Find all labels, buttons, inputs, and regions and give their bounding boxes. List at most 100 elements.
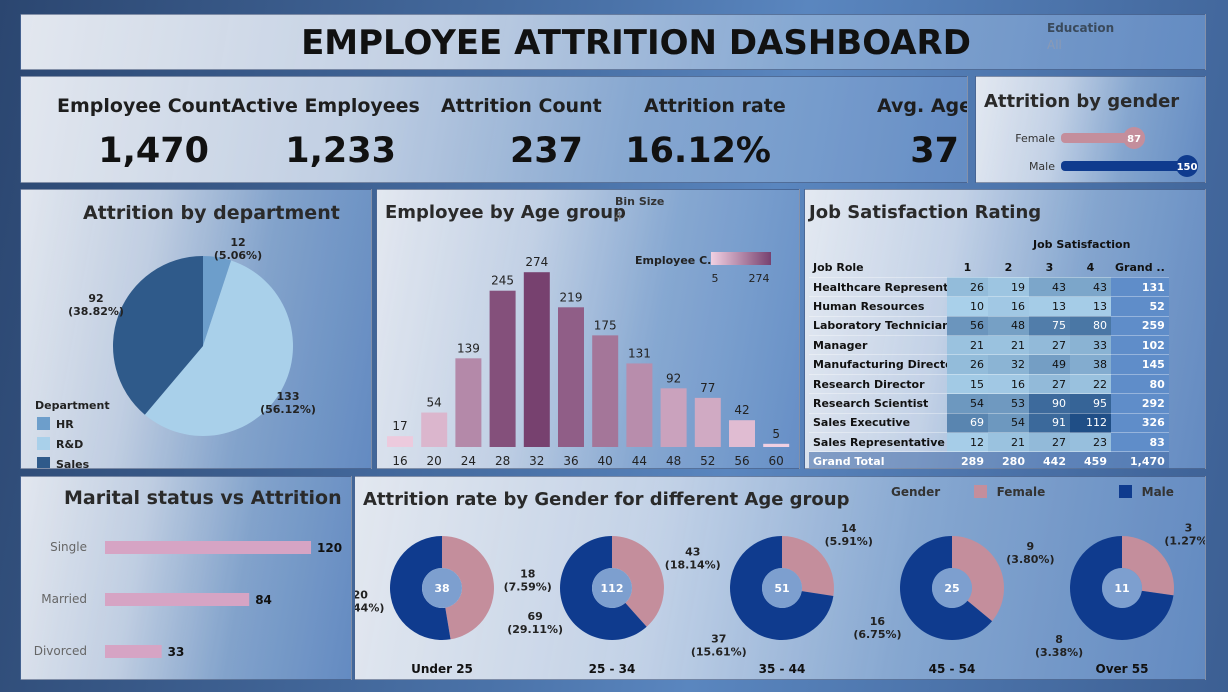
table-row: Research Scientist 54 53 90 95 292	[809, 393, 1169, 414]
donut-5-total: 11	[1114, 582, 1129, 595]
donut-3-age-label: 35 - 44	[759, 662, 806, 676]
donut-5-female-label-line1: 3	[1185, 522, 1193, 535]
satisfaction-cell: 21	[988, 432, 1029, 453]
age-bar-value-16: 17	[392, 419, 407, 433]
row-total-cell: 52	[1111, 296, 1169, 317]
satisfaction-cell: 90	[1029, 393, 1070, 414]
age-bar-44	[626, 363, 653, 447]
satisfaction-cell: 21	[947, 335, 988, 356]
age-bar-56	[729, 420, 755, 447]
satisfaction-cell: 13	[1070, 296, 1111, 317]
table-row: Laboratory Technician 56 48 75 80 259	[809, 316, 1169, 337]
satisfaction-cell: 75	[1029, 316, 1070, 337]
satisfaction-cell: 43	[1070, 277, 1111, 298]
donut-3-female-slice	[782, 536, 834, 596]
gender-chart-title: Attrition by gender	[984, 91, 1180, 112]
age-bar-52	[694, 397, 721, 447]
department-slice-rd	[144, 260, 293, 436]
donut-4-age-label: 45 - 54	[929, 662, 976, 676]
department-slice-sales	[112, 256, 203, 415]
marital-value-divorced: 33	[168, 645, 185, 659]
age-tick-32: 32	[529, 454, 544, 468]
gender-age-panel: Attrition rate by Gender for different A…	[354, 476, 1206, 680]
female-legend-swatch	[974, 485, 988, 498]
bin-size-control[interactable]: Bin Size 4	[615, 195, 664, 223]
age-bar-28	[489, 290, 516, 447]
donut-5-female-slice	[1122, 536, 1174, 596]
donut-1-male-label-line1: 20	[355, 588, 368, 601]
satisfaction-cell: 12	[947, 432, 988, 453]
satisfaction-cell: 56	[947, 316, 988, 337]
satisfaction-cell: 13	[1029, 296, 1070, 317]
gender-bar-cap-male	[1176, 155, 1198, 177]
satisfaction-cell: 27	[1029, 374, 1070, 395]
attrition-rate-value: 16.12%	[625, 131, 771, 171]
attrition-by-department-panel: Attrition by department 12 (5.06%) 133 (56.…	[20, 189, 372, 469]
grand-total-header: Grand ..	[1111, 258, 1169, 278]
kpi-panel: Employee Count 1,470 Active Employees 1,…	[20, 76, 968, 183]
row-total-cell: 292	[1111, 393, 1169, 414]
donut-2-male-slice	[560, 536, 647, 640]
row-total-cell: 259	[1111, 316, 1169, 337]
donut-4-female-slice	[952, 536, 1005, 622]
donut-5-male-label-line2: (3.38%)	[1035, 646, 1083, 659]
age-tick-40: 40	[598, 454, 613, 468]
donut-1-male-slice	[390, 536, 451, 640]
department-legend-swatch-rd	[37, 437, 50, 450]
donut-1-female-slice	[442, 536, 494, 640]
age-tick-16: 16	[392, 454, 407, 468]
job-role-header: Job Role	[809, 258, 947, 278]
table-row: Sales Representative 12 21 27 23 83	[809, 432, 1169, 453]
donut-4-female-label-line2: (3.80%)	[1006, 553, 1054, 566]
education-filter-label: Education	[1047, 21, 1115, 35]
marital-chart-title: Marital status vs Attrition	[64, 487, 342, 509]
active-employees-label: Active Employees	[231, 95, 420, 117]
donut-3-male-slice	[730, 536, 834, 640]
age-bar-40	[592, 335, 619, 447]
table-row: Research Director 15 16 27 22 80	[809, 374, 1169, 395]
satisfaction-cell: 15	[947, 374, 988, 395]
donut-4-male-slice	[900, 536, 993, 640]
department-legend-label-hr: HR	[56, 418, 74, 431]
department-label-hr-line1: 12	[230, 236, 245, 249]
department-legend-swatch-sales	[37, 457, 50, 468]
age-bar-value-36: 219	[560, 290, 583, 304]
age-bar-value-52: 77	[700, 381, 715, 395]
marital-bar-married	[105, 593, 250, 606]
donut-3-total: 51	[774, 582, 789, 595]
education-filter[interactable]: Education All	[1047, 21, 1114, 52]
age-tick-20: 20	[427, 454, 442, 468]
age-bar-value-20: 54	[427, 396, 442, 410]
table-row: Sales Executive 69 54 91 112 326	[809, 413, 1169, 434]
job-satisfaction-title: Job Satisfaction Rating	[809, 202, 1042, 223]
satisfaction-cell: 91	[1029, 413, 1070, 434]
satisfaction-cell: 27	[1029, 432, 1070, 453]
attrition-count-label: Attrition Count	[441, 95, 602, 117]
satisfaction-cell: 80	[1070, 316, 1111, 337]
table-row: Human Resources 10 16 13 13 52	[809, 296, 1169, 317]
donut-1-female-label-line2: (7.59%)	[504, 580, 552, 593]
table-row: Manager 21 21 27 33 102	[809, 335, 1169, 356]
department-legend-label-rd: R&D	[56, 438, 83, 451]
department-slice-hr	[203, 256, 232, 346]
donut-2-age-label: 25 - 34	[589, 662, 636, 676]
age-tick-24: 24	[461, 454, 476, 468]
satisfaction-cell: 26	[947, 354, 988, 375]
male-legend-swatch	[1119, 485, 1133, 498]
department-label-sales-line1: 92	[88, 292, 103, 305]
donut-5-male-slice	[1070, 536, 1174, 640]
donut-1-age-label: Under 25	[411, 662, 473, 676]
satisfaction-cell: 48	[988, 316, 1029, 337]
satisfaction-cell: 49	[1029, 354, 1070, 375]
marital-label-divorced: Divorced	[34, 644, 87, 658]
donut-3-female-label-line1: 14	[841, 522, 857, 535]
donut-2-male-label-line1: 69	[527, 610, 542, 623]
marital-bar-chart: Single 120 Married 84 Divorced 33	[34, 540, 342, 659]
employee-by-age-panel: Employee by Age group Bin Size 4 Employe…	[376, 189, 800, 469]
donut-1-female-label-line1: 18	[520, 567, 535, 580]
donut-1-center	[422, 568, 462, 608]
gender-bar-cap-female	[1123, 127, 1146, 149]
grand-total-row: Grand Total 289 280 442 459 1,470	[809, 451, 1169, 468]
